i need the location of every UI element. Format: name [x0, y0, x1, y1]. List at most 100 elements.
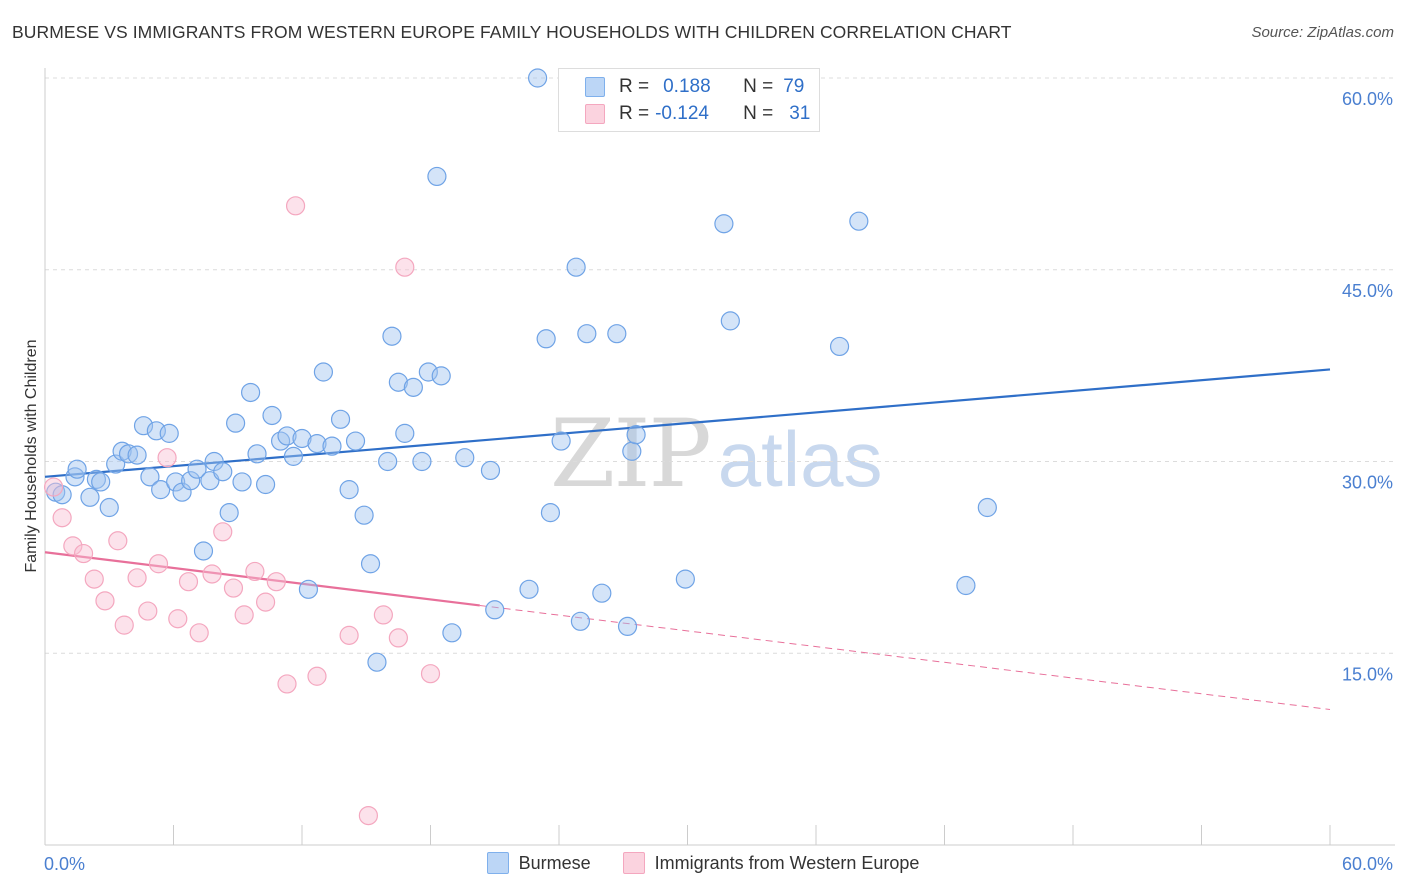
- point-burmese: [127, 445, 147, 465]
- point-burmese: [226, 413, 246, 433]
- x-tick-label: 60.0%: [1342, 854, 1393, 874]
- point-western-europe: [95, 591, 115, 611]
- point-burmese: [80, 487, 100, 507]
- point-burmese: [675, 569, 695, 589]
- point-burmese: [232, 472, 252, 492]
- series-swatch-western-europe: [622, 852, 645, 874]
- legend-n-value: 79: [783, 76, 805, 97]
- point-burmese: [283, 446, 304, 466]
- point-burmese: [213, 462, 233, 482]
- point-western-europe: [388, 628, 408, 648]
- point-western-europe: [127, 568, 147, 588]
- legend-row-burmese: R = 0.188 N = 79: [585, 74, 804, 100]
- point-burmese: [382, 326, 402, 346]
- point-western-europe: [189, 623, 209, 643]
- correlation-legend: R = 0.188 N = 79 R = -0.124 N = 31: [558, 68, 820, 132]
- point-burmese: [418, 362, 438, 382]
- point-burmese: [592, 583, 612, 603]
- point-burmese: [427, 166, 447, 187]
- legend-row-western-europe: R = -0.124 N = 31: [585, 101, 810, 127]
- point-burmese: [151, 480, 171, 500]
- point-burmese: [395, 423, 415, 443]
- y-tick-label: 60.0%: [1342, 89, 1393, 109]
- point-burmese: [566, 257, 586, 277]
- trend-line-dashed-western-europe: [479, 604, 1331, 710]
- point-western-europe: [84, 569, 104, 589]
- point-burmese: [247, 444, 267, 464]
- point-burmese: [187, 459, 207, 479]
- trend-line-western-europe: [44, 551, 480, 607]
- point-western-europe: [43, 477, 64, 497]
- point-western-europe: [148, 554, 169, 574]
- point-burmese: [133, 416, 154, 436]
- point-burmese: [99, 497, 119, 518]
- point-burmese: [322, 436, 342, 456]
- point-burmese: [262, 405, 282, 426]
- point-burmese: [193, 541, 214, 561]
- point-western-europe: [307, 666, 327, 686]
- point-burmese: [65, 467, 85, 487]
- point-burmese: [714, 214, 734, 234]
- point-western-europe: [358, 805, 378, 826]
- y-tick-label: 15.0%: [1342, 664, 1393, 684]
- source-label: Source: ZipAtlas.com: [1251, 24, 1394, 41]
- label-layer: Family Households with Children 15.0% 30.…: [23, 89, 1393, 874]
- x-tick-label: 0.0%: [44, 854, 85, 874]
- point-western-europe: [339, 625, 359, 645]
- legend-swatch-burmese: [585, 77, 605, 97]
- point-burmese: [412, 451, 432, 472]
- point-western-europe: [157, 448, 177, 468]
- point-burmese: [255, 474, 276, 495]
- point-burmese: [330, 409, 351, 429]
- point-burmese: [551, 431, 571, 451]
- points-layer: [43, 68, 997, 826]
- series-legend: Burmese Immigrants from Western Europe: [0, 852, 1406, 874]
- legend-r-value: 0.188: [663, 76, 711, 97]
- y-axis-label: Family Households with Children: [23, 340, 40, 573]
- point-western-europe: [114, 615, 134, 635]
- series-legend-western-europe[interactable]: Immigrants from Western Europe: [622, 852, 920, 874]
- point-burmese: [622, 441, 642, 461]
- point-burmese: [607, 324, 627, 344]
- legend-r-label: R =: [619, 103, 650, 124]
- point-western-europe: [108, 531, 128, 551]
- point-western-europe: [138, 601, 158, 621]
- point-burmese: [307, 434, 327, 454]
- series-legend-burmese[interactable]: Burmese: [486, 852, 591, 874]
- point-burmese: [378, 451, 398, 472]
- point-burmese: [442, 623, 462, 643]
- legend-n-label: N =: [743, 103, 774, 124]
- point-western-europe: [277, 674, 297, 694]
- point-burmese: [536, 329, 556, 349]
- point-burmese: [977, 497, 997, 518]
- legend-n-label: N =: [743, 76, 774, 97]
- point-burmese: [431, 366, 451, 386]
- point-burmese: [313, 362, 334, 382]
- series-label-burmese: Burmese: [518, 852, 591, 873]
- point-burmese: [540, 503, 561, 523]
- point-burmese: [339, 480, 359, 500]
- axis-layer: [44, 68, 1395, 846]
- y-tick-label: 30.0%: [1342, 473, 1393, 493]
- point-burmese: [388, 372, 408, 392]
- point-western-europe: [178, 572, 199, 592]
- point-western-europe: [255, 592, 276, 612]
- point-western-europe: [234, 605, 254, 625]
- point-western-europe: [395, 257, 415, 277]
- point-burmese: [577, 324, 597, 344]
- legend-swatch-western-europe: [585, 104, 605, 124]
- point-burmese: [91, 472, 111, 492]
- chart-title: BURMESE VS IMMIGRANTS FROM WESTERN EUROP…: [12, 22, 1012, 42]
- series-label-western-europe: Immigrants from Western Europe: [654, 852, 920, 873]
- trend-layer: [44, 368, 1331, 710]
- point-western-europe: [245, 561, 265, 582]
- point-burmese: [956, 575, 976, 596]
- point-burmese: [360, 554, 381, 574]
- point-burmese: [298, 579, 319, 599]
- point-burmese: [485, 600, 505, 620]
- point-burmese: [219, 503, 239, 523]
- point-burmese: [403, 377, 423, 397]
- point-western-europe: [168, 609, 188, 629]
- point-western-europe: [52, 508, 72, 528]
- point-burmese: [480, 460, 501, 481]
